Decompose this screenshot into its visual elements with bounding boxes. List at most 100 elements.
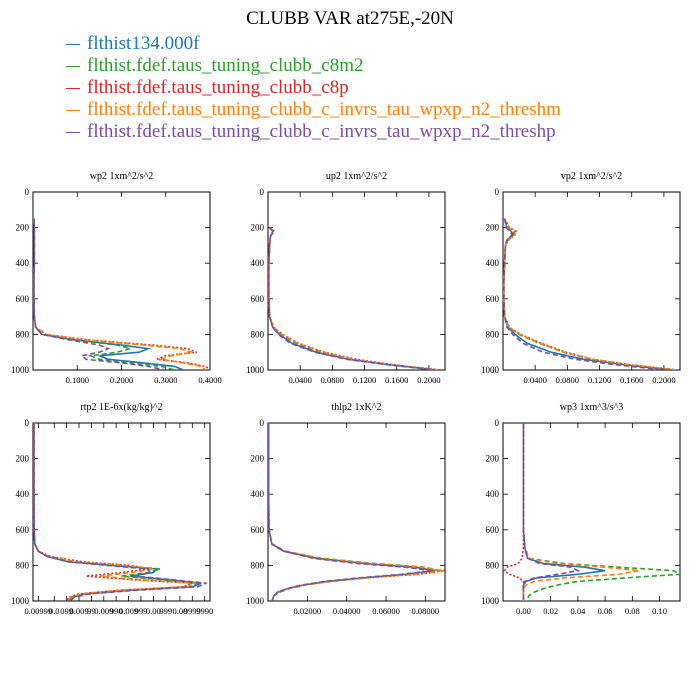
legend-label: flthist.fdef.taus_tuning_clubb_c8p (87, 77, 349, 98)
x-tick-label: 0.00 (172, 606, 187, 616)
panel-title: vp2 1xm^2/s^2 (561, 171, 622, 182)
y-tick-label: 400 (16, 258, 30, 268)
legend-swatch (66, 66, 80, 68)
series-line-2 (268, 226, 442, 370)
y-tick-label: 400 (251, 489, 265, 499)
x-tick-label: 0.00 (516, 606, 531, 616)
x-tick-label: 0.10 (652, 606, 667, 616)
x-tick-label: 0.1200 (353, 375, 376, 385)
series-line-4 (522, 423, 581, 601)
legend-swatch (66, 132, 80, 134)
x-tick-label: 0.00 (146, 606, 161, 616)
series-line-3 (503, 218, 677, 370)
y-tick-label: 800 (16, 560, 30, 570)
series-line-1 (522, 423, 680, 601)
x-tick-label: 0.0800 (321, 375, 344, 385)
y-tick-label: 200 (16, 223, 30, 233)
series-line-1 (268, 227, 438, 370)
series-line-2 (503, 423, 525, 601)
y-tick-label: 600 (251, 294, 265, 304)
x-tick-label: 0.08 (625, 606, 640, 616)
y-tick-label: 600 (486, 294, 500, 304)
panel-title: rtp2 1E-6x(kg/kg)^2 (80, 402, 162, 413)
series-line-3 (33, 218, 207, 370)
y-tick-label: 0 (260, 187, 265, 197)
x-tick-label: 099 (60, 606, 73, 616)
y-tick-label: 400 (251, 258, 265, 268)
panel-frame (502, 191, 681, 371)
x-tick-label: 0.2000 (110, 375, 133, 385)
series-line-4 (33, 218, 166, 370)
y-tick-label: 1000 (481, 596, 500, 606)
x-tick-label: 0.2000 (652, 375, 675, 385)
series-line-0 (503, 218, 673, 370)
y-tick-label: 200 (486, 223, 500, 233)
y-tick-label: 800 (16, 329, 30, 339)
series-line-3 (268, 423, 444, 601)
series-line-4 (503, 218, 668, 370)
series-line-4 (268, 423, 432, 601)
x-tick-label: 0.02000 (294, 606, 322, 616)
y-tick-label: 0 (495, 418, 500, 428)
series-line-4 (268, 227, 436, 370)
y-tick-label: 0 (25, 187, 30, 197)
y-tick-label: 600 (251, 525, 265, 535)
panel-frame (502, 422, 681, 602)
panel-title: wp2 1xm^2/s^2 (90, 171, 154, 182)
y-tick-label: 600 (486, 525, 500, 535)
legend-label: flthist134.000f (87, 33, 200, 54)
x-tick-label: 9999 (184, 606, 201, 616)
x-tick-label: 0.00999 (24, 606, 52, 616)
legend-label: flthist.fdef.taus_tuning_clubb_c8m2 (87, 55, 364, 76)
y-tick-label: 200 (251, 454, 265, 464)
legend-swatch (66, 110, 80, 112)
y-tick-label: 0 (495, 187, 500, 197)
x-tick-label: 0.009 (94, 606, 113, 616)
x-tick-label: 9990 (196, 606, 213, 616)
y-tick-label: 400 (16, 489, 30, 499)
y-tick-label: 1000 (246, 365, 265, 375)
x-tick-label: 999 (159, 606, 172, 616)
y-tick-label: 0 (260, 418, 265, 428)
series-line-0 (268, 227, 438, 370)
x-tick-label: 0.08000 (412, 606, 440, 616)
y-tick-label: 1000 (481, 365, 500, 375)
y-tick-label: 400 (486, 258, 500, 268)
y-tick-label: 800 (251, 560, 265, 570)
legend-item: flthist134.000f (66, 33, 561, 55)
chart-title: CLUBB VAR at275E,-20N (246, 8, 454, 29)
x-tick-label: 0.1000 (66, 375, 89, 385)
y-tick-label: 600 (16, 525, 30, 535)
series-line-4 (33, 423, 207, 601)
x-tick-label: 0.02 (543, 606, 558, 616)
x-tick-label: 0.04 (570, 606, 586, 616)
series-line-2 (33, 218, 210, 370)
y-tick-label: 800 (486, 329, 500, 339)
x-tick-label: 990 (110, 606, 123, 616)
legend-item: flthist.fdef.taus_tuning_clubb_c_invrs_t… (66, 99, 561, 121)
y-tick-label: 200 (251, 223, 265, 233)
legend-item: flthist.fdef.taus_tuning_clubb_c8m2 (66, 55, 561, 77)
legend-swatch (66, 44, 80, 46)
series-line-1 (33, 218, 175, 370)
x-tick-label: 0.0800 (556, 375, 579, 385)
series-line-2 (33, 423, 193, 601)
x-tick-label: 999 (135, 606, 148, 616)
y-tick-label: 600 (16, 294, 30, 304)
x-tick-label: 0.3000 (154, 375, 177, 385)
y-tick-label: 800 (251, 329, 265, 339)
panel-title: wp3 1xm^3/s^3 (560, 402, 624, 413)
legend-item: flthist.fdef.taus_tuning_clubb_c8p (66, 77, 561, 99)
series-line-0 (522, 423, 606, 601)
y-tick-label: 0 (25, 418, 30, 428)
y-tick-label: 1000 (246, 596, 265, 606)
legend-label: flthist.fdef.taus_tuning_clubb_c_invrs_t… (87, 99, 561, 120)
y-tick-label: 200 (486, 454, 500, 464)
series-line-3 (33, 423, 197, 601)
series-line-1 (503, 218, 677, 370)
x-tick-label: 0.1200 (588, 375, 611, 385)
y-tick-label: 1000 (11, 365, 30, 375)
x-tick-label: 0.0400 (523, 375, 546, 385)
x-tick-label: 99 (87, 606, 96, 616)
